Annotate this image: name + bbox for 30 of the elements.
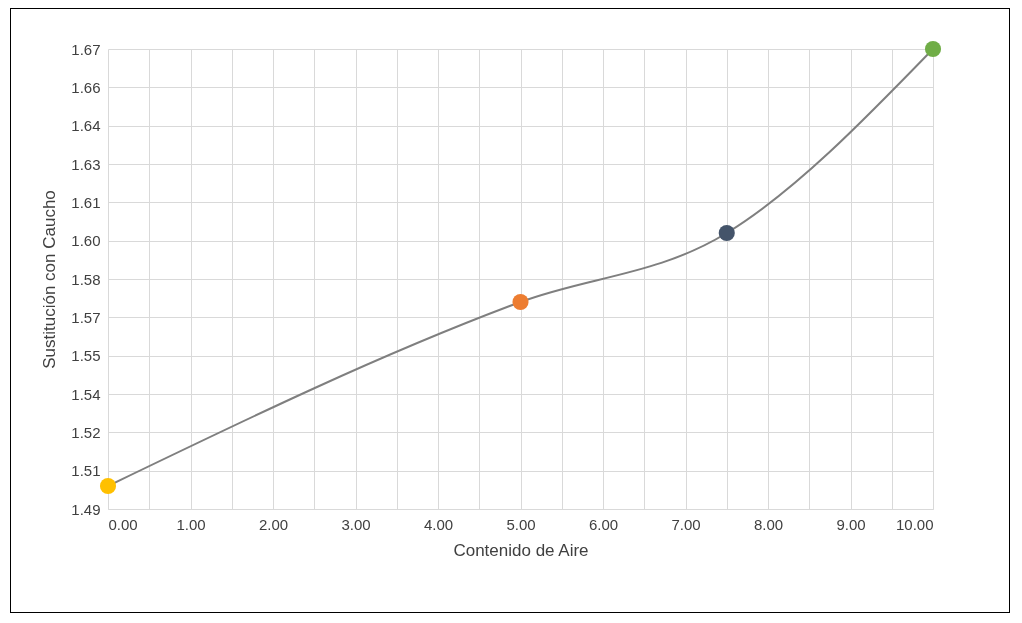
x-tick-label: 10.00 xyxy=(895,515,934,533)
point xyxy=(512,293,529,311)
y-tick-label: 1.63 xyxy=(71,155,101,173)
x-tick-label: 6.00 xyxy=(588,515,619,533)
x-tick-label: 2.00 xyxy=(258,515,289,533)
x-axis-title: Contenido de Aire xyxy=(453,540,589,560)
y-tick-label: 1.64 xyxy=(71,117,101,135)
x-tick-label: 5.00 xyxy=(506,515,536,533)
x-tick-label: 3.00 xyxy=(341,515,371,533)
y-tick-label: 1.60 xyxy=(71,232,101,250)
y-tick-label: 1.66 xyxy=(71,78,101,96)
y-tick-label: 1.57 xyxy=(71,308,101,326)
y-tick-label: 1.52 xyxy=(71,423,101,441)
x-tick-label: 1.00 xyxy=(176,515,206,533)
x-tick-label: 0.00 xyxy=(108,515,138,533)
point xyxy=(99,477,117,495)
y-tick-label: 1.58 xyxy=(71,270,101,288)
x-tick-label: 7.00 xyxy=(671,515,701,533)
y-tick-label: 1.61 xyxy=(71,193,101,211)
y-axis-title: Sustitución con Caucho xyxy=(40,190,60,369)
y-tick-label: 1.54 xyxy=(71,385,101,403)
point xyxy=(718,224,735,242)
point xyxy=(924,40,942,58)
y-tick-label: 1.51 xyxy=(71,462,101,480)
y-tick-label: 1.55 xyxy=(71,347,101,365)
x-tick-label: 4.00 xyxy=(423,515,454,533)
x-tick-label: 8.00 xyxy=(753,515,784,533)
y-tick-label: 1.67 xyxy=(71,40,101,58)
y-tick-label: 1.49 xyxy=(71,500,101,518)
x-tick-label: 9.00 xyxy=(836,515,866,533)
